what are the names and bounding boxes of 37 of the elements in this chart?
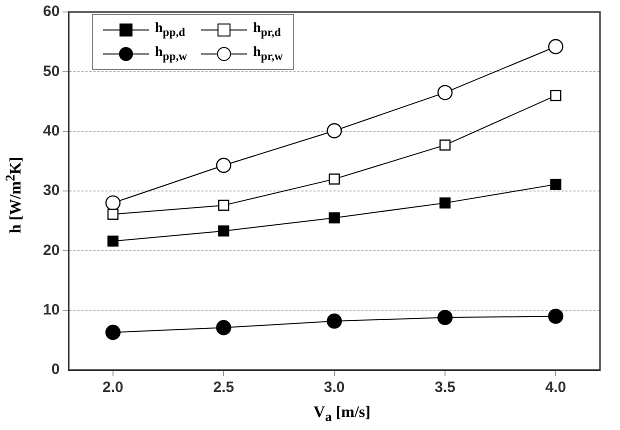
- point: [550, 178, 562, 190]
- y-tick-label: 10: [42, 301, 60, 318]
- x-tick-label: 2.5: [213, 379, 234, 396]
- point: [326, 123, 342, 138]
- point: [105, 324, 121, 340]
- x-tick-label: 3.5: [434, 379, 456, 396]
- point: [548, 308, 564, 324]
- legend-label: h$_{pp,d}$: [155, 21, 186, 39]
- point: [550, 90, 562, 102]
- x-tick-label: 2.0: [102, 379, 124, 396]
- legend-label: h$_{pr,w}$: [253, 44, 283, 63]
- y-tick-label: 0: [51, 361, 60, 378]
- y-tick-label: 40: [42, 122, 60, 140]
- point: [326, 313, 342, 329]
- y-tick-label: 60: [42, 3, 60, 20]
- point: [105, 195, 121, 211]
- legend-label: h$_{pr,d}$: [253, 21, 281, 39]
- point: [439, 197, 451, 208]
- point: [216, 158, 232, 173]
- point: [218, 225, 230, 237]
- y-tick-label: 30: [42, 182, 60, 200]
- point: [216, 320, 232, 336]
- y-tick-label: 20: [42, 242, 60, 259]
- x-axis-title: V$_{a}$ [m/s]: [314, 404, 370, 426]
- point: [437, 310, 453, 326]
- x-tick-label: 3.0: [324, 379, 345, 396]
- x-tick-label: 4.0: [545, 379, 566, 396]
- y-tick-label: 50: [42, 62, 60, 80]
- point: [439, 140, 451, 151]
- legend-label: h$_{pp,w}$: [155, 44, 188, 63]
- point: [548, 39, 564, 54]
- point: [328, 212, 340, 224]
- point: [437, 84, 453, 100]
- point: [107, 236, 119, 247]
- point: [218, 200, 230, 211]
- point: [328, 174, 340, 185]
- point: [107, 208, 119, 220]
